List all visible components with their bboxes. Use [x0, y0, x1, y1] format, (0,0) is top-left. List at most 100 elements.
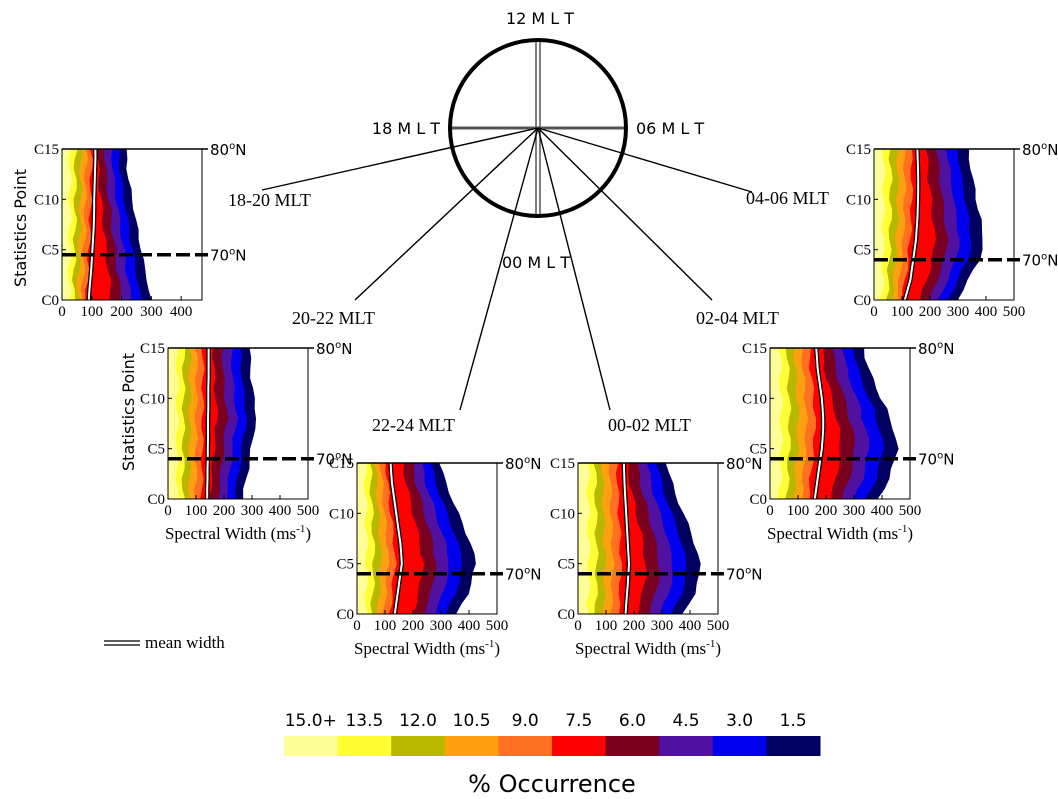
- colorbar-swatch: [284, 736, 339, 756]
- x-tick-label: 300: [241, 503, 264, 519]
- colorbar-swatch: [766, 736, 821, 756]
- colorbar-swatch: [444, 736, 499, 756]
- sector-label-22-24: 22-24 MLT: [372, 415, 455, 435]
- x-tick-label: 500: [297, 503, 320, 519]
- contour-plot: [62, 149, 152, 300]
- mean-width-line: [903, 149, 920, 300]
- panel-frame: [61, 148, 203, 301]
- panel-frame: [873, 148, 1015, 301]
- y-tick-label: C0: [336, 607, 354, 623]
- sector-label-00-02: 00-02 MLT: [608, 415, 691, 435]
- y-tick-label: C5: [147, 442, 165, 458]
- x-tick-label: 0: [164, 503, 172, 519]
- connector-22-24: [459, 127, 539, 411]
- x-tick-label: 300: [947, 304, 970, 320]
- colorbar-tick-label: 12.0: [399, 711, 437, 731]
- x-axis-title: Spectral Width (ms-1): [165, 523, 311, 543]
- x-tick-label: 400: [458, 618, 481, 634]
- y-tick-label: C10: [742, 391, 767, 407]
- x-tick-label: 200: [919, 304, 942, 320]
- sector-label-02-04: 02-04 MLT: [696, 308, 779, 328]
- y-tick-label: C0: [147, 492, 165, 508]
- mlt-clock: 12 M L T 18 M L T 06 M L T 00 M L T: [372, 9, 704, 272]
- label-06-mlt: 06 M L T: [636, 119, 704, 138]
- y-tick-label: C15: [742, 341, 767, 357]
- x-tick-label: 200: [402, 618, 425, 634]
- mean-width-legend: mean width: [104, 633, 225, 652]
- x-tick-label: 0: [870, 304, 878, 320]
- occurrence-band: [62, 149, 73, 300]
- y-tick-label: C0: [557, 607, 575, 623]
- colorbar: 15.0+ 13.5 12.0 10.5 9.0 7.5 6.0 4.5 3.0 1.5: [284, 711, 821, 756]
- panel-02-04-mlt: C0 C5 C10 C15 0 100 200 300 400 500 80oN 70oN Spectr…: [742, 340, 954, 543]
- y-tick-label: C0: [749, 492, 767, 508]
- colorbar-tick-label: 4.5: [672, 711, 699, 731]
- x-tick-label: 500: [1003, 304, 1026, 320]
- occurrence-band: [770, 348, 784, 499]
- x-tick-label: 200: [815, 503, 838, 519]
- legend-label: mean width: [145, 633, 225, 652]
- x-tick-label: 400: [871, 503, 894, 519]
- colorbar-tick-label: 3.0: [726, 711, 753, 731]
- y-tick-label: C5: [749, 442, 767, 458]
- x-tick-label: 500: [899, 503, 922, 519]
- occurrence-band: [168, 348, 180, 499]
- x-tick-label: 200: [110, 304, 133, 320]
- y-tick-label: C0: [41, 293, 59, 309]
- colorbar-tick-label: 9.0: [512, 711, 539, 731]
- x-axis-title: Spectral Width (ms-1): [354, 638, 500, 658]
- sector-labels: 18-20 MLT 20-22 MLT 22-24 MLT 00-02 MLT …: [228, 188, 829, 435]
- colorbar-tick-label: 6.0: [619, 711, 646, 731]
- x-tick-label: 0: [766, 503, 774, 519]
- colorbar-swatch: [498, 736, 553, 756]
- panel-18-20-mlt: C0 C5 C10 C15 0 100 200 300 400 80oN 70oN: [34, 141, 246, 320]
- panel-20-22-mlt: C0 C5 C10 C15 0 100 200 300 400 500 80oN 70oN Spectr…: [140, 340, 352, 543]
- y-tick-label: C5: [853, 243, 871, 259]
- x-tick-label: 0: [353, 618, 361, 634]
- colorbar-swatch: [659, 736, 714, 756]
- x-tick-label: 100: [787, 503, 810, 519]
- x-tick-label: 400: [975, 304, 998, 320]
- sector-label-04-06: 04-06 MLT: [746, 188, 829, 208]
- y-axis-title-left-top: Statistics Point: [11, 169, 30, 287]
- x-tick-label: 400: [170, 304, 193, 320]
- colorbar-tick-label: 15.0+: [285, 711, 337, 731]
- panel-22-24-mlt: C0 C5 C10 C15 0 100 200 300 400 500 80oN 70oN Spectr…: [329, 455, 541, 658]
- latitude-label: 80oN: [505, 455, 541, 473]
- y-tick-label: C15: [550, 456, 575, 472]
- latitude-label: 70oN: [210, 247, 246, 265]
- x-tick-label: 100: [595, 618, 618, 634]
- x-tick-label: 0: [574, 618, 582, 634]
- mean-width-line: [813, 348, 825, 499]
- panel-04-06-mlt: C0 C5 C10 C15 0 100 200 300 400 500 80oN 70oN: [846, 141, 1058, 320]
- colorbar-swatch: [605, 736, 660, 756]
- x-tick-label: 300: [140, 304, 163, 320]
- connector-00-02: [537, 127, 611, 411]
- contour-plot: [168, 348, 256, 499]
- x-axis-title: Spectral Width (ms-1): [575, 638, 721, 658]
- panel-frame: [769, 347, 911, 500]
- panel-frame: [356, 462, 498, 615]
- y-tick-label: C15: [846, 142, 871, 158]
- latitude-label: 70oN: [918, 451, 954, 469]
- connector-04-06: [537, 127, 753, 193]
- mean-width-line: [206, 348, 210, 499]
- y-tick-label: C10: [846, 192, 871, 208]
- panel-frame: [577, 462, 719, 615]
- mean-width-line: [389, 463, 403, 614]
- mean-width-line: [622, 463, 631, 614]
- x-tick-label: 100: [185, 503, 208, 519]
- label-12-mlt: 12 M L T: [506, 9, 574, 28]
- colorbar-tick-label: 1.5: [780, 711, 807, 731]
- contour-plot: [357, 463, 476, 614]
- x-tick-label: 300: [651, 618, 674, 634]
- y-tick-label: C5: [557, 557, 575, 573]
- x-tick-label: 100: [374, 618, 397, 634]
- latitude-label: 80oN: [316, 340, 352, 358]
- occurrence-band: [578, 463, 591, 614]
- x-tick-label: 500: [707, 618, 730, 634]
- latitude-label: 80oN: [210, 141, 246, 159]
- mean-width-line: [87, 149, 97, 300]
- y-tick-label: C15: [329, 456, 354, 472]
